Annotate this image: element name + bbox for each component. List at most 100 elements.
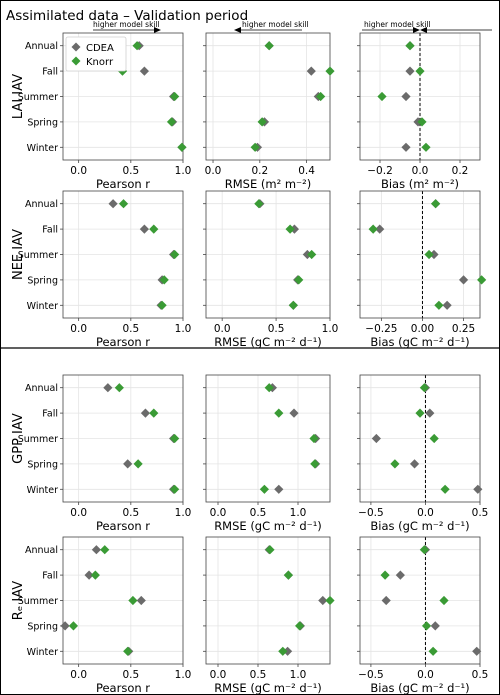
marker-knorr — [250, 142, 260, 152]
marker-cdea — [430, 621, 440, 631]
x-tick-label: 0.5 — [122, 165, 139, 177]
marker-knorr — [368, 224, 378, 234]
x-tick-label: 1.0 — [175, 669, 192, 681]
x-tick-label: 0.0 — [210, 669, 227, 681]
marker-knorr — [294, 275, 304, 285]
panel-gpp-pearson: 0.0 0.5 1.0 Pearson r Annual Fall Summer Spring… — [11, 374, 191, 533]
marker-knorr — [288, 300, 298, 310]
x-tick-label: 0.5 — [472, 669, 489, 681]
x-tick-label: 0.5 — [250, 507, 267, 519]
marker-cdea — [381, 595, 391, 606]
x-tick-label: 0.0 — [205, 165, 222, 177]
category-label: Spring — [27, 459, 58, 470]
figure-title: Assimilated data – Validation period — [6, 8, 248, 24]
marker-cdea — [139, 224, 149, 234]
x-tick-label: 0.0 — [70, 165, 87, 177]
marker-knorr — [285, 224, 295, 234]
category-label: Winter — [27, 485, 58, 496]
x-tick-label: 1.0 — [290, 507, 307, 519]
marker-cdea — [409, 459, 420, 469]
marker-knorr — [274, 408, 284, 418]
panel-re-pearson: 0.0 0.5 1.0 Pearson r Annual Fall Summer Spring… — [11, 536, 192, 695]
marker-knorr — [325, 595, 335, 606]
legend-marker-cdea — [71, 42, 81, 52]
marker-knorr — [257, 117, 267, 127]
skill-arrow-head — [420, 27, 427, 33]
marker-cdea — [458, 275, 469, 285]
marker-knorr — [170, 484, 180, 494]
marker-cdea — [395, 570, 405, 580]
marker-knorr — [114, 383, 124, 393]
marker-knorr — [133, 459, 143, 469]
x-tick-label: 0.0 — [417, 507, 434, 519]
category-label: Spring — [27, 621, 58, 632]
marker-knorr — [166, 117, 177, 127]
legend: CDEA Knorr — [65, 36, 127, 72]
x-axis-label: RMSE (m² m⁻²) — [225, 177, 311, 191]
marker-knorr — [265, 545, 275, 555]
marker-cdea — [425, 408, 435, 418]
marker-cdea — [84, 570, 94, 580]
x-tick-label: −0.5 — [358, 507, 384, 519]
category-label: Fall — [42, 571, 58, 582]
category-label: Summer — [18, 434, 58, 445]
x-tick-label: 0.2 — [452, 165, 469, 177]
x-tick-label: 0.5 — [122, 669, 139, 681]
marker-cdea — [103, 383, 113, 393]
row-label: Rₑ IAV — [11, 581, 26, 620]
panel-nee-pearson: 0.0 0.5 1.0 Pearson r Annual Fall Summer Spring… — [11, 190, 191, 349]
marker-cdea — [472, 646, 482, 656]
category-label: Summer — [18, 92, 58, 103]
x-axis-label: Pearson r — [96, 335, 150, 349]
x-tick-label: 0.0 — [70, 323, 87, 335]
x-tick-label: 0.5 — [250, 669, 267, 681]
x-axis-label: Pearson r — [96, 681, 150, 695]
marker-knorr — [170, 249, 180, 260]
category-label: Winter — [27, 647, 58, 658]
panel-grid: 0.0 0.5 1.0 Pearson r Annual Fall Summer Spring… — [11, 20, 492, 695]
x-tick-label: 0.5 — [122, 323, 139, 335]
marker-cdea — [473, 484, 483, 494]
legend-label-knorr: Knorr — [86, 57, 114, 68]
skill-arrow-head — [154, 27, 161, 33]
marker-cdea — [274, 484, 284, 494]
marker-knorr — [428, 646, 438, 656]
category-label: Annual — [25, 383, 58, 394]
marker-knorr — [259, 484, 269, 494]
x-axis-label: Bias (gC m⁻² d⁻¹) — [370, 681, 469, 695]
marker-cdea — [306, 66, 316, 76]
marker-cdea — [108, 199, 118, 209]
marker-knorr — [421, 621, 432, 631]
x-tick-label: −0.2 — [367, 165, 393, 177]
x-axis-label: Bias (gC m⁻² d⁻¹) — [370, 519, 469, 533]
marker-cdea — [91, 545, 101, 555]
row-label: LAI IAV — [11, 74, 26, 119]
marker-knorr — [419, 545, 429, 555]
x-tick-label: 0.5 — [472, 507, 489, 519]
marker-cdea — [371, 433, 381, 444]
marker-knorr — [316, 91, 326, 102]
marker-knorr — [390, 459, 400, 469]
marker-knorr — [118, 199, 129, 209]
category-label: Annual — [25, 41, 58, 52]
skill-arrow-head — [413, 27, 420, 33]
x-axis-label: Pearson r — [96, 519, 150, 533]
marker-knorr — [123, 646, 133, 656]
x-tick-label: 0.25 — [452, 323, 475, 335]
marker-knorr — [128, 595, 138, 606]
marker-knorr — [429, 433, 439, 444]
marker-cdea — [429, 249, 439, 260]
marker-knorr — [325, 66, 335, 76]
marker-knorr — [149, 224, 159, 234]
category-label: Annual — [25, 199, 58, 210]
category-label: Summer — [18, 596, 58, 607]
marker-knorr — [177, 142, 187, 152]
category-label: Fall — [42, 67, 58, 78]
marker-knorr — [421, 142, 431, 152]
skill-label: higher model skill — [93, 20, 160, 29]
row-label: GPP IAV — [11, 413, 26, 464]
marker-knorr — [295, 621, 305, 631]
